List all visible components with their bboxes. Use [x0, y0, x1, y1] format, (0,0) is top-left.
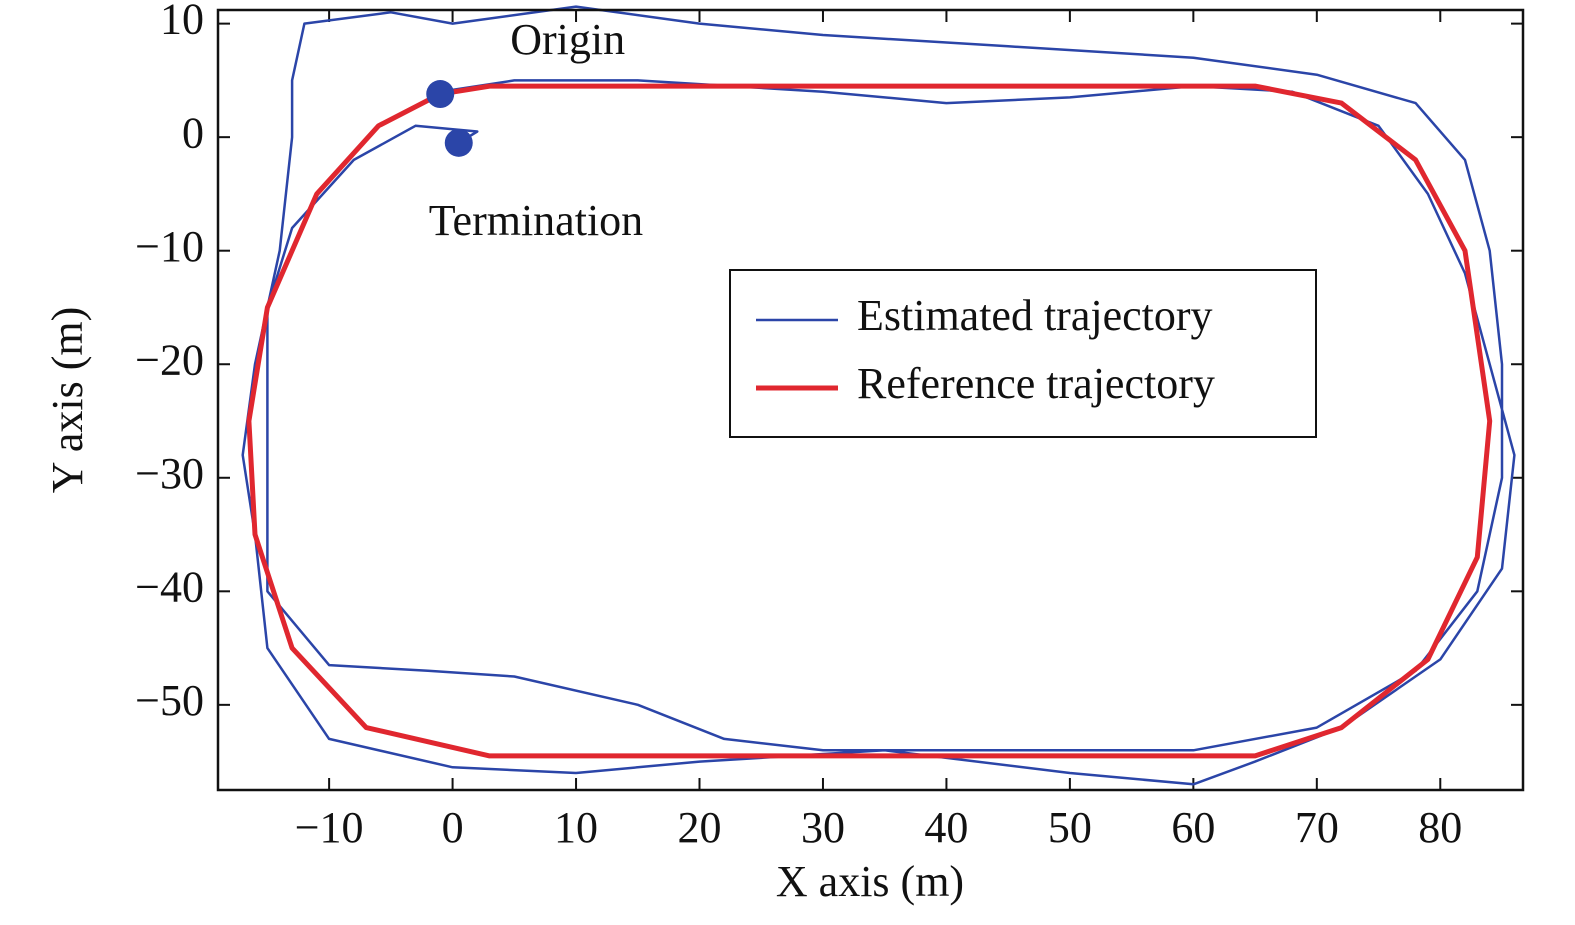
legend-label: Reference trajectory [857, 359, 1215, 408]
x-tick-label: 60 [1171, 803, 1215, 852]
x-tick-label: 0 [442, 803, 464, 852]
point-label: Termination [429, 196, 643, 245]
point-label: Origin [510, 15, 625, 64]
legend-label: Estimated trajectory [857, 291, 1213, 340]
x-tick-label: 10 [554, 803, 598, 852]
y-tick-label: −20 [135, 335, 204, 384]
point-marker [444, 128, 473, 157]
y-tick-label: 10 [160, 0, 204, 44]
point-marker [426, 80, 455, 109]
x-tick-label: 70 [1295, 803, 1339, 852]
trajectory-line [246, 83, 1493, 759]
y-tick-label: 0 [182, 108, 204, 157]
x-axis-label: X axis (m) [776, 857, 964, 906]
y-tick-label: −10 [135, 222, 204, 271]
x-tick-label: 20 [678, 803, 722, 852]
y-tick-label: −30 [135, 449, 204, 498]
y-axis-label: Y axis (m) [43, 307, 92, 494]
x-tick-label: 30 [801, 803, 845, 852]
legend-box [729, 269, 1317, 438]
y-tick-label: −40 [135, 562, 204, 611]
y-tick-label: −50 [135, 676, 204, 725]
x-tick-label: 40 [924, 803, 968, 852]
x-tick-label: −10 [295, 803, 364, 852]
x-tick-label: 50 [1048, 803, 1092, 852]
plot-frame [216, 8, 1525, 792]
x-tick-label: 80 [1418, 803, 1462, 852]
